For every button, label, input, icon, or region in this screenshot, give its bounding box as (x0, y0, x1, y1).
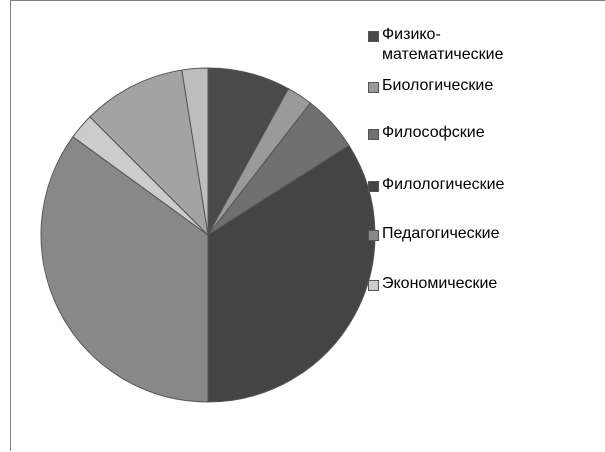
legend-swatch-economics (368, 280, 379, 291)
legend-item-economics: Экономические (368, 274, 497, 294)
pie-slices (40, 67, 376, 403)
legend-label-pedagogy: Педагогические (382, 225, 500, 242)
legend-swatch-philology (368, 181, 379, 192)
legend-item-philology: Филологические (368, 175, 504, 195)
chart-area: Физико- математические Биологические Фил… (10, 0, 605, 451)
pie-slice-3 (207, 144, 376, 403)
legend-label-phys-math: Физико- математические (382, 26, 504, 63)
pie-slice-7 (181, 67, 209, 236)
legend-item-pedagogy: Педагогические (368, 224, 500, 244)
legend-item-biology: Биологические (368, 76, 493, 96)
legend-swatch-pedagogy (368, 230, 379, 241)
legend-item-phys-math: Физико- математические (368, 25, 503, 65)
legend-swatch-phys-math (368, 31, 379, 42)
legend-label-philology: Филологические (382, 176, 505, 193)
legend-swatch-philosophy (368, 129, 379, 140)
legend-item-philosophy: Философские (368, 123, 485, 143)
pie-chart (40, 67, 376, 403)
legend-label-biology: Биологические (382, 77, 494, 94)
pie-slice-4 (40, 136, 209, 403)
legend-label-philosophy: Философские (382, 124, 485, 141)
legend-label-economics: Экономические (382, 275, 498, 292)
pie-slice-6 (89, 69, 209, 237)
legend-swatch-biology (368, 82, 379, 93)
